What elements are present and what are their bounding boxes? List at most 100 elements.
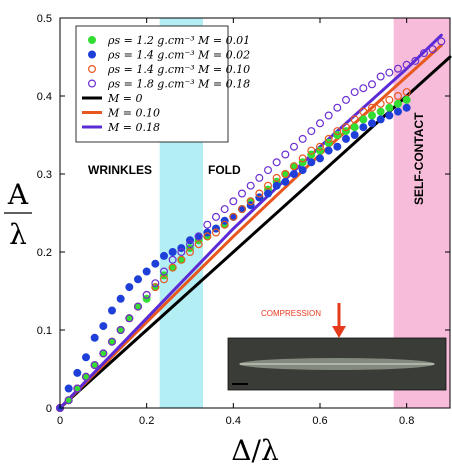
- series-point-0: [350, 123, 359, 132]
- series-point-3: [394, 64, 403, 73]
- series-point-3: [134, 302, 143, 311]
- series-point-3: [151, 279, 160, 288]
- series-point-3: [333, 103, 342, 112]
- series-point-2: [298, 154, 307, 163]
- series-point-2: [316, 142, 325, 151]
- series-point-1: [402, 103, 411, 112]
- series-point-2: [342, 123, 351, 132]
- series-point-3: [186, 240, 195, 249]
- series-point-3: [212, 212, 221, 221]
- series-point-3: [81, 372, 90, 381]
- y-tick-label: 0.2: [37, 247, 52, 259]
- series-point-2: [290, 162, 299, 171]
- series-point-3: [194, 232, 203, 241]
- y-tick-label: 0.3: [37, 169, 52, 181]
- legend-swatch-marker: [87, 35, 96, 44]
- series-point-1: [272, 181, 281, 190]
- legend-label: ρs = 1.2 g.cm⁻³ M = 0.01: [107, 34, 250, 47]
- series-point-3: [116, 326, 125, 335]
- series-point-3: [420, 49, 429, 58]
- series-point-1: [134, 275, 143, 284]
- series-point-1: [359, 123, 368, 132]
- series-point-1: [168, 248, 177, 257]
- series-point-2: [307, 146, 316, 155]
- series-line-5: [58, 43, 443, 410]
- series-point-3: [203, 220, 212, 229]
- series-point-2: [359, 107, 368, 116]
- series-point-3: [307, 127, 316, 136]
- series-point-1: [116, 294, 125, 303]
- series-point-3: [350, 88, 359, 97]
- legend-label: M = 0: [107, 92, 142, 105]
- series-point-2: [194, 240, 203, 249]
- legend-label: ρs = 1.4 g.cm⁻³ M = 0.10: [107, 63, 250, 76]
- series-point-3: [177, 248, 186, 257]
- series-point-3: [125, 314, 134, 323]
- series-point-1: [264, 189, 273, 198]
- legend-swatch-marker: [87, 79, 96, 88]
- series-point-2: [220, 220, 229, 229]
- series-point-1: [394, 107, 403, 116]
- series-point-2: [324, 134, 333, 143]
- series-point-3: [238, 189, 247, 198]
- series-point-2: [151, 283, 160, 292]
- series-point-1: [151, 259, 160, 268]
- series-point-2: [160, 275, 169, 284]
- y-axis-label-denominator: λ: [9, 218, 27, 251]
- series-point-2: [203, 232, 212, 241]
- series-point-1: [125, 283, 134, 292]
- legend: ρs = 1.2 g.cm⁻³ M = 0.01 ρs = 1.4 g.cm⁻³ …: [75, 25, 250, 143]
- x-tick-label: 0.4: [226, 415, 241, 427]
- series-point-2: [272, 173, 281, 182]
- series-point-3: [376, 72, 385, 81]
- y-axis-label-numerator: A: [7, 178, 29, 211]
- series-point-1: [324, 146, 333, 155]
- compression-label: COMPRESSION: [261, 309, 321, 318]
- legend-label: M = 0.10: [107, 107, 160, 120]
- plot-frame: [59, 17, 451, 409]
- series-point-3: [290, 142, 299, 151]
- y-tick-label: 0: [46, 403, 52, 415]
- series-point-0: [368, 111, 377, 120]
- series-point-2: [333, 127, 342, 136]
- series-point-1: [307, 158, 316, 167]
- series-point-1: [73, 368, 82, 377]
- series-point-2: [402, 88, 411, 97]
- series-point-1: [160, 251, 169, 260]
- series-point-1: [333, 142, 342, 151]
- legend-box: [75, 25, 229, 143]
- series-point-3: [272, 158, 281, 167]
- series-point-1: [350, 131, 359, 140]
- series-line-4: [58, 55, 452, 410]
- series-point-3: [342, 95, 351, 104]
- series-point-3: [168, 255, 177, 264]
- x-tick-label: 0.2: [139, 415, 154, 427]
- series-point-2: [350, 115, 359, 124]
- axes: [59, 17, 451, 409]
- series-point-3: [316, 119, 325, 128]
- series-point-2: [385, 95, 394, 104]
- series-point-3: [411, 56, 420, 65]
- series-point-2: [186, 248, 195, 257]
- series-point-1: [64, 384, 73, 393]
- series-point-0: [376, 107, 385, 116]
- series-point-3: [368, 80, 377, 89]
- series-point-3: [402, 60, 411, 69]
- series-point-1: [385, 111, 394, 120]
- series-point-3: [359, 84, 368, 93]
- y-tick-label: 0.1: [37, 325, 52, 337]
- series-point-3: [99, 349, 108, 358]
- series-point-1: [142, 267, 151, 276]
- series-point-2: [246, 197, 255, 206]
- series-point-3: [142, 290, 151, 299]
- series-point-1: [99, 322, 108, 331]
- series-point-3: [255, 173, 264, 182]
- series-point-3: [264, 166, 273, 175]
- series-point-3: [324, 111, 333, 120]
- series-point-1: [298, 166, 307, 175]
- series-point-3: [107, 337, 116, 346]
- tick-marks: 0 0.2 0.4 0.6 0.8 0 0.1 0.2 0.3 0.4 0.5: [37, 13, 450, 427]
- compression-arrow-head: [332, 326, 346, 338]
- series-point-1: [281, 177, 290, 186]
- legend-label: M = 0.18: [107, 121, 160, 134]
